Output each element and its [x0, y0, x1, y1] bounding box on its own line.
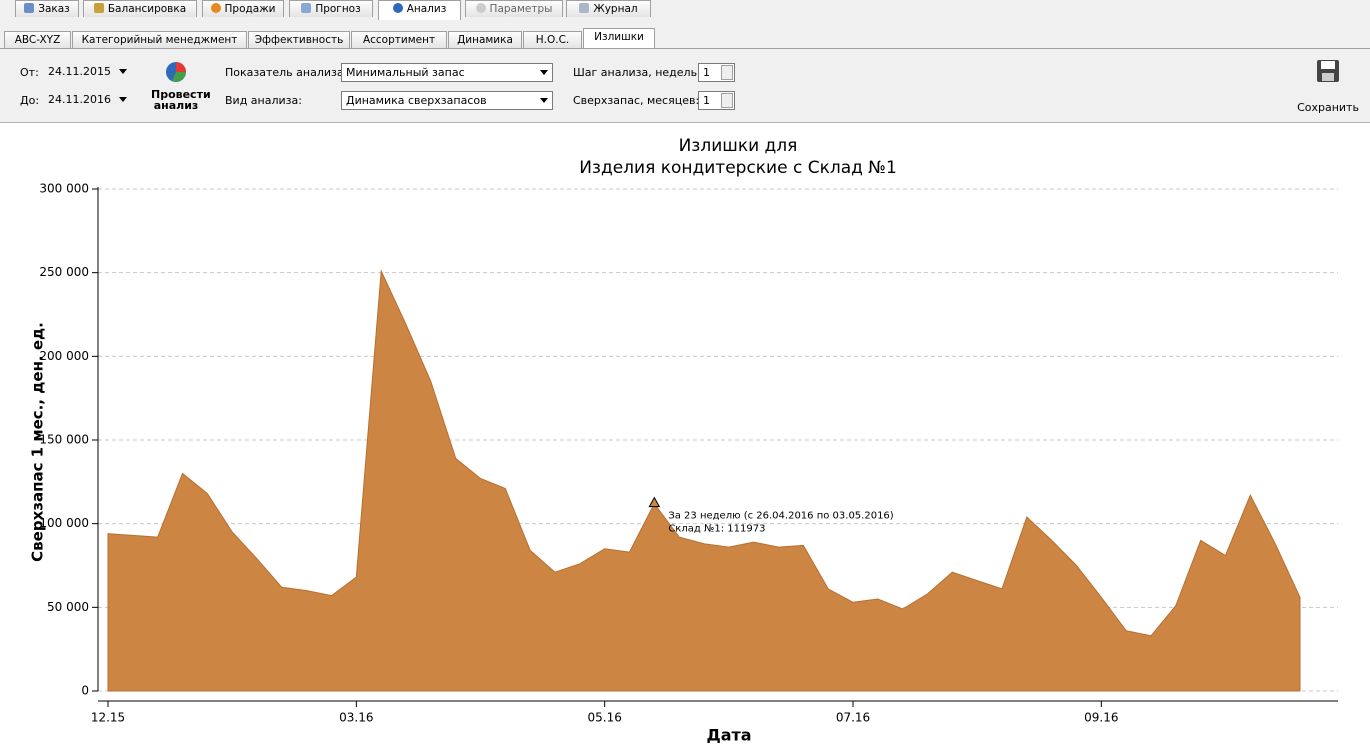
tab-active[interactable]: Анализ — [378, 0, 461, 20]
x-tick-label: 07.16 — [836, 711, 870, 725]
y-tick-label: 50 000 — [47, 600, 89, 614]
tab-label: Заказ — [38, 3, 70, 15]
chart-subtitle: Изделия кондитерские с Склад №1 — [579, 158, 897, 178]
chart-title: Излишки для — [679, 136, 798, 156]
arrow — [119, 69, 127, 74]
spinbox[interactable]: 1 — [698, 63, 735, 82]
tooltip-line: Склад №1: 111973 — [668, 524, 765, 535]
tab-label: Параметры — [489, 3, 553, 15]
y-tick-label: 200 000 — [39, 349, 89, 363]
label: До: — [20, 94, 40, 107]
tab[interactable]: Журнал — [566, 0, 651, 17]
hover-marker — [648, 496, 661, 508]
tab[interactable]: Балансировка — [83, 0, 197, 17]
subtab[interactable]: ABC-XYZ — [4, 31, 71, 48]
value: 24.11.2015 — [48, 65, 111, 78]
arrow — [540, 70, 548, 75]
label: Показатель анализа: — [225, 66, 348, 79]
toolbar-area: Заказ Балансировка Продажи Прогноз Анали… — [0, 0, 1370, 123]
tab-label: Продажи — [224, 3, 276, 15]
tab-label: Прогноз — [315, 3, 361, 15]
tab-border — [0, 48, 1370, 49]
tab-label: Анализ — [406, 3, 447, 15]
tab[interactable]: Параметры — [465, 0, 563, 17]
tab[interactable]: Прогноз — [289, 0, 373, 17]
tab-label: Журнал — [593, 3, 638, 15]
run-icon — [166, 62, 186, 82]
date-input[interactable]: 24.11.2015 — [44, 63, 131, 82]
y-tick-label: 150 000 — [39, 433, 89, 447]
spin — [721, 65, 733, 80]
subtab[interactable]: Ассортимент — [351, 31, 447, 48]
y-axis-label: Сверхзапас 1 мес., ден. ед. — [29, 322, 47, 562]
subtab[interactable]: Динамика — [448, 31, 522, 48]
value: 1 — [703, 94, 710, 107]
label: Шаг анализа, недель: — [573, 66, 701, 79]
tooltip-line: За 23 неделю (с 26.04.2016 по 03.05.2016… — [668, 511, 893, 522]
value: 24.11.2016 — [48, 93, 111, 106]
subtab[interactable]: Эффективность — [248, 31, 350, 48]
tab-label: Балансировка — [107, 3, 187, 15]
save-label: Сохранить — [1297, 101, 1359, 114]
x-axis-label: Дата — [706, 726, 751, 745]
area — [107, 269, 1301, 692]
label: От: — [20, 66, 39, 79]
x-tick-label: 12.15 — [91, 711, 125, 725]
run-label: Провести анализ — [151, 88, 211, 112]
spin — [721, 93, 733, 108]
tab[interactable]: Продажи — [202, 0, 284, 17]
subtab[interactable]: Категорийный менеджмент — [72, 31, 247, 48]
chart: Излишки для Изделия кондитерские с Склад… — [29, 136, 1338, 745]
combo[interactable]: Минимальный запас — [341, 63, 553, 82]
y-tick-label: 250 000 — [39, 265, 89, 279]
spinbox[interactable]: 1 — [698, 91, 735, 110]
x-tick-label: 09.16 — [1084, 711, 1118, 725]
y-tick-label: 300 000 — [39, 182, 89, 196]
y-tick-label: 0 — [81, 684, 89, 698]
date-input[interactable]: 24.11.2016 — [44, 91, 131, 110]
y-tick-label: 100 000 — [39, 516, 89, 530]
run-button[interactable]: Провести анализ — [145, 58, 211, 120]
tab[interactable]: Заказ — [15, 0, 79, 17]
subtab[interactable]: Н.О.С. — [523, 31, 582, 48]
label: Сверхзапас, месяцев: — [573, 94, 700, 107]
value: Минимальный запас — [346, 66, 465, 79]
x-tick-label: 03.16 — [339, 711, 373, 725]
label: Вид анализа: — [225, 94, 302, 107]
save-button[interactable]: Сохранить — [1294, 58, 1362, 114]
value: Динамика сверхзапасов — [346, 94, 487, 107]
x-tick-label: 05.16 — [587, 711, 621, 725]
subtab-active[interactable]: Излишки — [583, 28, 655, 48]
arrow — [540, 98, 548, 103]
combo[interactable]: Динамика сверхзапасов — [341, 91, 553, 110]
arrow — [119, 97, 127, 102]
value: 1 — [703, 66, 710, 79]
save-icon — [1317, 60, 1339, 82]
